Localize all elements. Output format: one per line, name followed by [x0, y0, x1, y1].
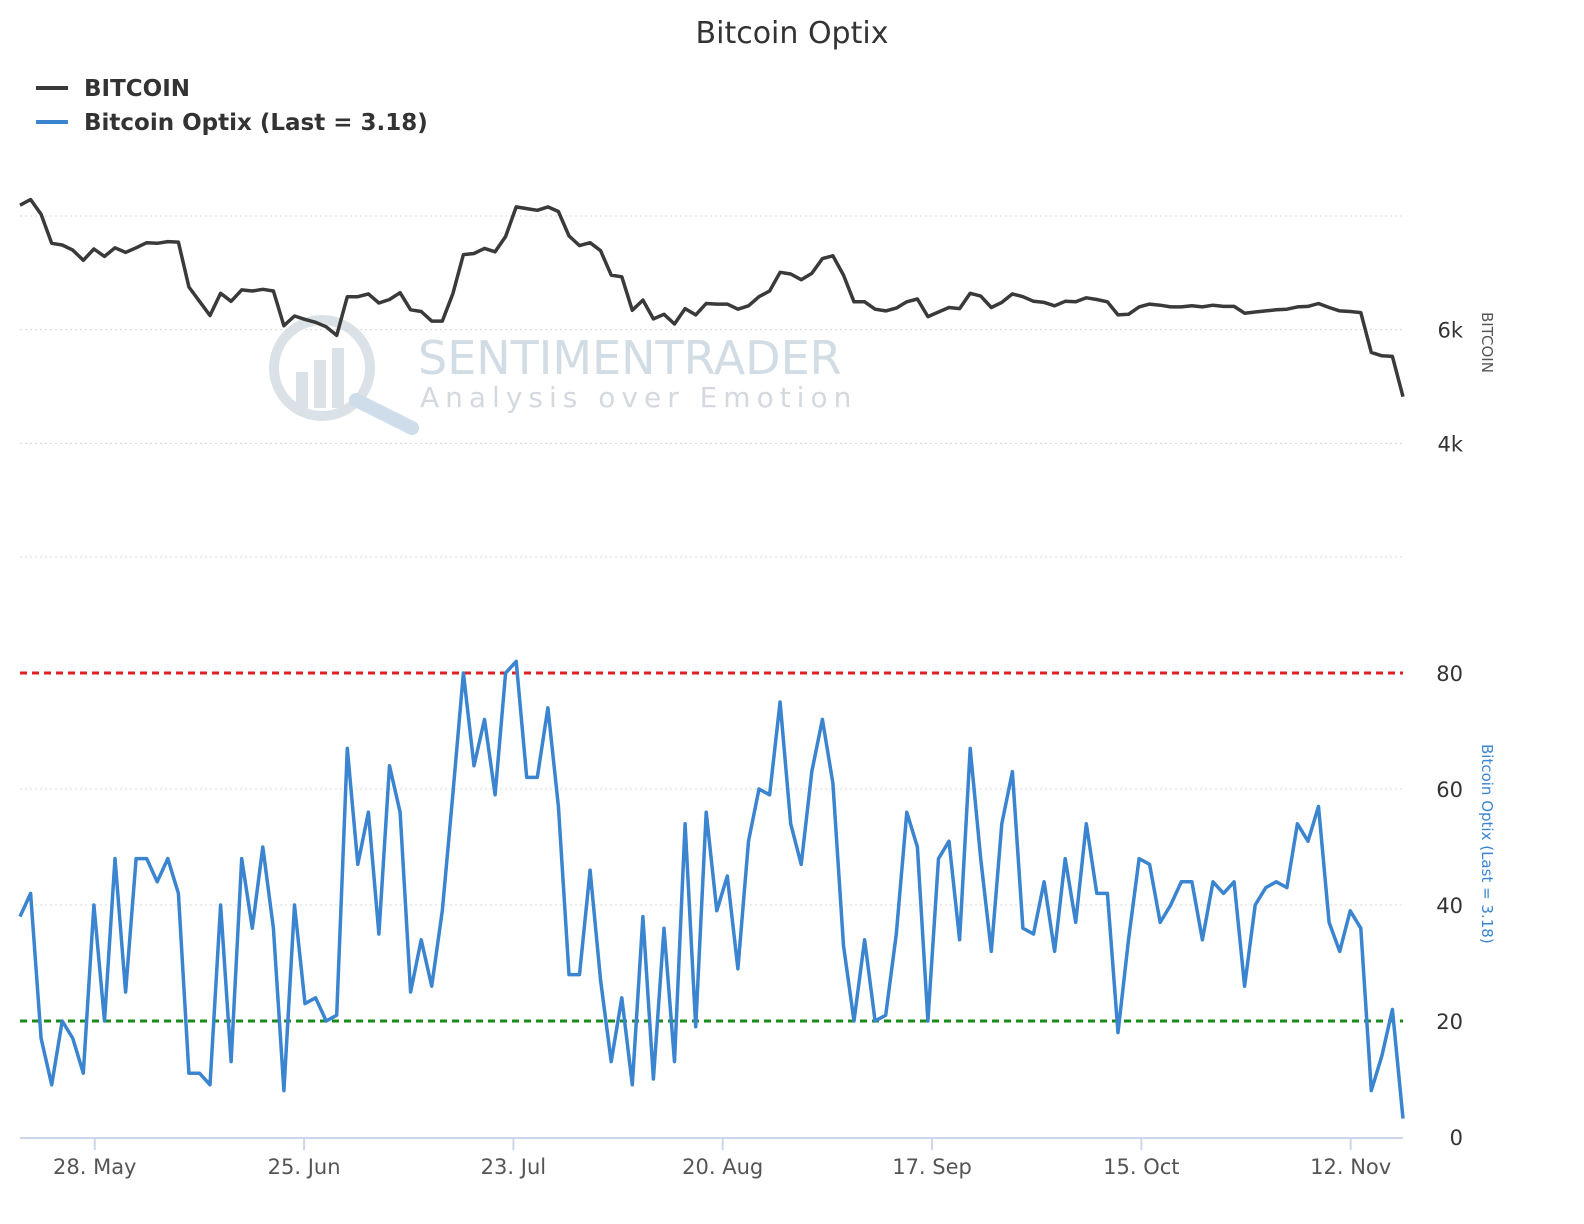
x-tick-label: 25. Jun — [268, 1155, 341, 1179]
x-tick-label: 20. Aug — [682, 1155, 763, 1179]
watermark-logo-icon — [269, 315, 419, 435]
x-tick-label: 28. May — [53, 1155, 137, 1179]
y-tick-label: 80 — [1436, 662, 1463, 686]
legend-item-bitcoin[interactable]: BITCOIN — [36, 76, 190, 102]
x-tick-label: 23. Jul — [481, 1155, 546, 1179]
legend[interactable]: BITCOIN Bitcoin Optix (Last = 3.18) — [36, 76, 428, 136]
x-tick-label: 12. Nov — [1310, 1155, 1391, 1179]
y-tick-label: 40 — [1436, 894, 1463, 918]
bitcoin-series-line[interactable] — [19, 197, 1405, 398]
series-lines — [18, 197, 1405, 1119]
x-tick-label: 17. Sep — [892, 1155, 972, 1179]
y-axes: 4k 6k 0 20 40 60 80 — [1436, 319, 1464, 1150]
legend-label-bitcoin-optix: Bitcoin Optix (Last = 3.18) — [84, 110, 428, 136]
y-tick-label: 4k — [1437, 432, 1463, 456]
legend-label-bitcoin: BITCOIN — [84, 76, 190, 102]
y-tick-label: 60 — [1436, 778, 1463, 802]
watermark-subtext: Analysis over Emotion — [420, 381, 857, 414]
watermark-text: SENTIMENTRADER — [418, 331, 842, 385]
legend-item-bitcoin-optix[interactable]: Bitcoin Optix (Last = 3.18) — [36, 110, 428, 136]
reference-lines — [20, 671, 1403, 1023]
y-tick-label: 20 — [1436, 1010, 1463, 1034]
watermark: SENTIMENTRADER Analysis over Emotion — [269, 315, 857, 435]
bitcoin-axis-title: BITCOIN — [1478, 312, 1496, 373]
gridlines — [20, 215, 1403, 906]
y-tick-label: 0 — [1450, 1126, 1463, 1150]
x-tick-label: 15. Oct — [1103, 1155, 1179, 1179]
chart-title: Bitcoin Optix — [696, 16, 889, 51]
y-tick-label: 6k — [1437, 319, 1463, 343]
optix-series-line[interactable] — [18, 659, 1405, 1119]
optix-axis-title: Bitcoin Optix (Last = 3.18) — [1478, 744, 1496, 944]
x-axis: 28. May 25. Jun 23. Jul 20. Aug 17. Sep 15. O… — [20, 1137, 1403, 1179]
